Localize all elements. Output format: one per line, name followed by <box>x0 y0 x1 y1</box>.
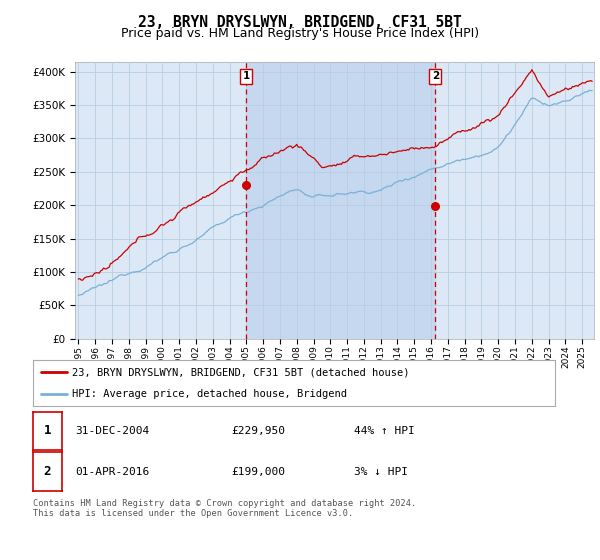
Text: 23, BRYN DRYSLWYN, BRIDGEND, CF31 5BT (detached house): 23, BRYN DRYSLWYN, BRIDGEND, CF31 5BT (d… <box>72 367 410 377</box>
Point <box>242 181 251 190</box>
Text: 3% ↓ HPI: 3% ↓ HPI <box>354 466 408 477</box>
Text: Price paid vs. HM Land Registry's House Price Index (HPI): Price paid vs. HM Land Registry's House … <box>121 27 479 40</box>
Text: Contains HM Land Registry data © Crown copyright and database right 2024.
This d: Contains HM Land Registry data © Crown c… <box>33 499 416 519</box>
Text: 2: 2 <box>44 465 51 478</box>
Text: 44% ↑ HPI: 44% ↑ HPI <box>354 426 415 436</box>
Text: 1: 1 <box>44 424 51 437</box>
Text: HPI: Average price, detached house, Bridgend: HPI: Average price, detached house, Brid… <box>72 389 347 399</box>
Text: £199,000: £199,000 <box>231 466 285 477</box>
Text: 2: 2 <box>431 71 439 81</box>
Text: 1: 1 <box>242 71 250 81</box>
Text: 31-DEC-2004: 31-DEC-2004 <box>75 426 149 436</box>
Point <box>430 202 440 211</box>
Bar <box>247 62 435 339</box>
Text: 01-APR-2016: 01-APR-2016 <box>75 466 149 477</box>
Text: £229,950: £229,950 <box>231 426 285 436</box>
Text: 23, BRYN DRYSLWYN, BRIDGEND, CF31 5BT: 23, BRYN DRYSLWYN, BRIDGEND, CF31 5BT <box>138 15 462 30</box>
